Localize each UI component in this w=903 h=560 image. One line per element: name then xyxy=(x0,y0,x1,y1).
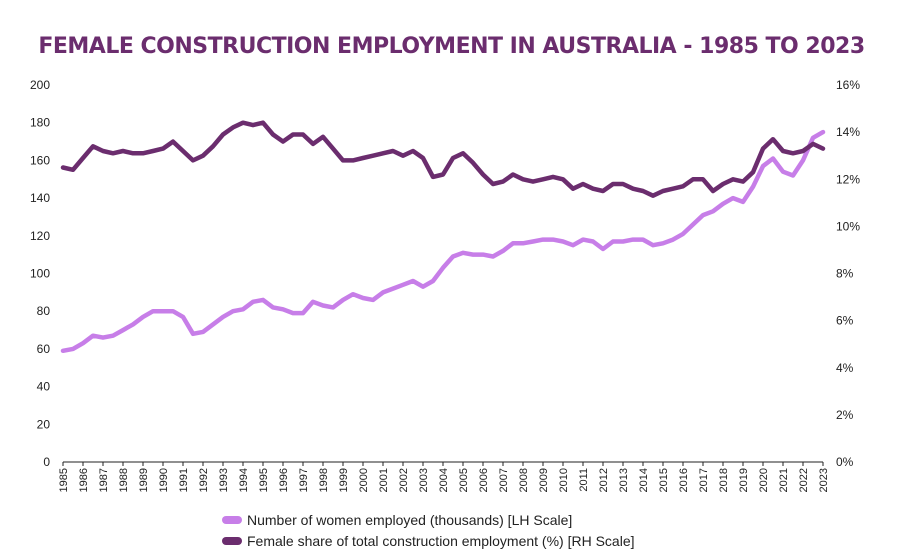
x-tick-label: 2019 xyxy=(738,468,750,492)
legend-label-women-employed: Number of women employed (thousands) [LH… xyxy=(247,511,573,528)
legend: Number of women employed (thousands) [LH… xyxy=(222,509,635,551)
x-tick-label: 1985 xyxy=(58,468,70,492)
x-tick-label: 1991 xyxy=(178,468,190,492)
x-tick-label: 2016 xyxy=(678,468,690,492)
legend-swatch-women-employed xyxy=(222,515,242,524)
left-tick-label: 100 xyxy=(30,267,50,281)
x-tick-label: 2007 xyxy=(498,468,510,492)
x-tick-label: 2011 xyxy=(578,468,590,492)
right-tick-label: 2% xyxy=(836,408,854,422)
chart-svg: 0 20 40 60 80 100 120 140 160 180 200 0% 2% 4% 6% 8% 10… xyxy=(30,78,860,492)
x-tick-label: 2003 xyxy=(418,468,430,492)
left-tick-label: 80 xyxy=(37,304,51,318)
left-tick-label: 0 xyxy=(43,455,50,469)
right-axis-ticks: 0% 2% 4% 6% 8% 10% 12% 14% 16% xyxy=(836,78,860,469)
left-axis-ticks: 0 20 40 60 80 100 120 140 160 180 200 xyxy=(30,78,50,469)
legend-label-female-share: Female share of total construction emplo… xyxy=(247,532,635,549)
x-tick-label: 2008 xyxy=(518,468,530,492)
series-line-women-employed xyxy=(60,129,826,354)
x-tick-label: 2010 xyxy=(558,468,570,492)
x-tick-label: 2012 xyxy=(598,468,610,492)
x-tick-label: 1986 xyxy=(78,468,90,492)
left-tick-label: 120 xyxy=(30,229,50,243)
x-axis-ticks: 1985 1986 1987 1988 1989 1990 1991 1992 1993 1994… xyxy=(58,468,830,492)
x-tick-label: 1995 xyxy=(258,468,270,492)
x-tick-label: 2002 xyxy=(398,468,410,492)
x-tick-label: 2021 xyxy=(778,468,790,492)
x-tick-label: 2013 xyxy=(618,468,630,492)
x-tick-label: 2004 xyxy=(438,468,450,492)
x-tick-label: 1988 xyxy=(118,468,130,492)
x-tick-label: 1998 xyxy=(318,468,330,492)
x-tick-label: 1987 xyxy=(98,468,110,492)
x-tick-label: 2009 xyxy=(538,468,550,492)
x-tick-label: 1992 xyxy=(198,468,210,492)
left-tick-label: 180 xyxy=(30,116,50,130)
x-tick-label: 2018 xyxy=(718,468,730,492)
x-tick-label: 2017 xyxy=(698,468,710,492)
x-tick-label: 1997 xyxy=(298,468,310,492)
right-tick-label: 6% xyxy=(836,314,854,328)
left-tick-label: 40 xyxy=(37,380,51,394)
x-tick-label: 1994 xyxy=(238,468,250,492)
x-tick-label: 2001 xyxy=(378,468,390,492)
left-tick-label: 60 xyxy=(37,342,51,356)
left-tick-label: 140 xyxy=(30,191,50,205)
x-tick-label: 1996 xyxy=(278,468,290,492)
left-tick-label: 160 xyxy=(30,153,50,167)
x-tick-label: 1993 xyxy=(218,468,230,492)
x-tick-label: 2022 xyxy=(798,468,810,492)
axes xyxy=(62,461,824,466)
left-tick-label: 20 xyxy=(37,417,51,431)
x-tick-label: 2005 xyxy=(458,468,470,492)
series-line-female-share xyxy=(60,120,826,198)
right-tick-label: 14% xyxy=(836,125,860,139)
legend-item-women-employed: Number of women employed (thousands) [LH… xyxy=(222,509,635,530)
right-tick-label: 4% xyxy=(836,361,854,375)
x-tick-label: 2015 xyxy=(658,468,670,492)
series-layer xyxy=(60,120,826,354)
right-tick-label: 12% xyxy=(836,172,860,186)
right-tick-label: 10% xyxy=(836,219,860,233)
x-tick-label: 2000 xyxy=(358,468,370,492)
x-tick-label: 2020 xyxy=(758,468,770,492)
right-tick-label: 16% xyxy=(836,78,860,92)
chart-title: FEMALE CONSTRUCTION EMPLOYMENT IN AUSTRA… xyxy=(38,34,865,59)
x-tick-label: 2006 xyxy=(478,468,490,492)
legend-swatch-female-share xyxy=(222,536,242,545)
right-tick-label: 0% xyxy=(836,455,854,469)
x-tick-label: 1999 xyxy=(338,468,350,492)
x-tick-label: 2023 xyxy=(818,468,830,492)
x-tick-label: 2014 xyxy=(638,468,650,492)
x-tick-label: 1990 xyxy=(158,468,170,492)
left-tick-label: 200 xyxy=(30,78,50,92)
right-tick-label: 8% xyxy=(836,267,854,281)
legend-item-female-share: Female share of total construction emplo… xyxy=(222,530,635,551)
x-tick-label: 1989 xyxy=(138,468,150,492)
